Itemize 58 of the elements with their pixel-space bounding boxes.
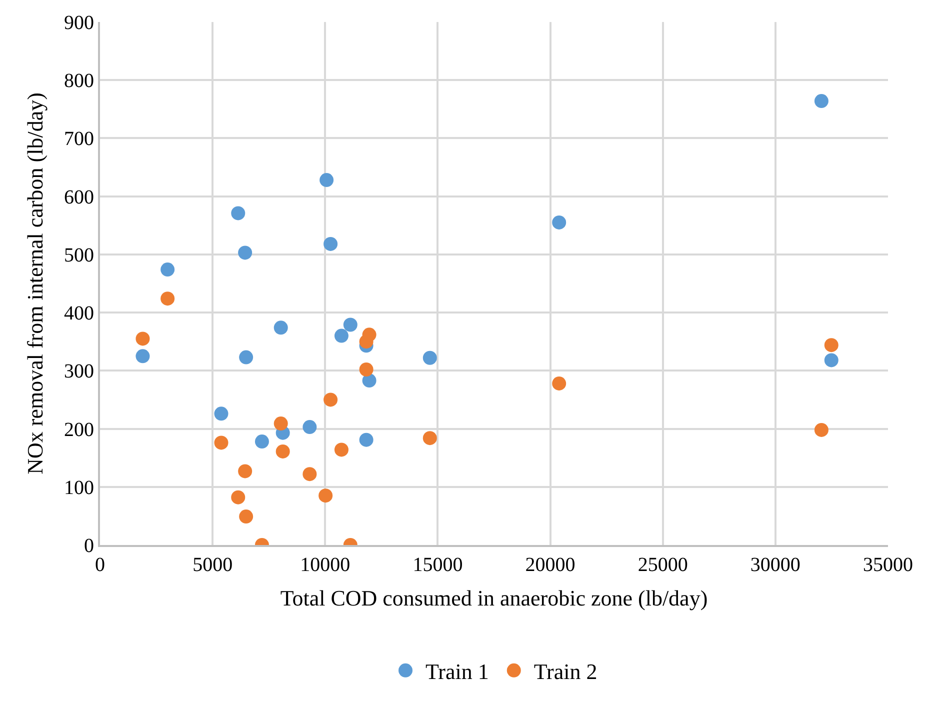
point — [254, 434, 269, 449]
y-tick-label: 0 — [84, 535, 94, 557]
point — [334, 442, 348, 457]
point — [302, 420, 317, 434]
y-tick-label: 700 — [64, 128, 94, 150]
point — [422, 350, 437, 365]
point — [824, 338, 838, 352]
legend-label: Train 2 — [534, 658, 598, 684]
x-tick-label: 15000 — [412, 554, 463, 576]
x-tick-label: 20000 — [525, 554, 576, 576]
point — [136, 349, 150, 364]
point — [552, 215, 566, 230]
point — [814, 94, 828, 108]
y-tick-label: 300 — [64, 360, 94, 383]
y-tick-label: 900 — [64, 12, 94, 34]
point — [302, 467, 317, 482]
point — [274, 320, 288, 335]
point — [136, 332, 150, 346]
point — [160, 292, 175, 306]
point — [214, 436, 228, 450]
point — [362, 374, 376, 388]
point — [359, 432, 374, 447]
point — [824, 353, 838, 368]
y-tick-label: 800 — [64, 70, 94, 92]
x-tick-label: 25000 — [638, 554, 688, 576]
point — [239, 510, 254, 524]
point — [160, 262, 175, 277]
y-tick-label: 400 — [64, 302, 94, 325]
y-tick-label: 100 — [64, 476, 94, 499]
point — [214, 406, 228, 421]
point — [422, 431, 437, 446]
y-tick-label: 200 — [64, 418, 94, 441]
y-axis-title: NOx removal from internal carbon (lb/day) — [22, 92, 48, 474]
point — [343, 318, 358, 332]
point — [324, 392, 338, 407]
point — [334, 328, 348, 343]
point — [274, 416, 288, 431]
y-tick-label: 600 — [64, 186, 94, 208]
point — [238, 246, 252, 260]
point — [238, 464, 252, 478]
y-tick-label: 500 — [64, 244, 94, 266]
point — [552, 376, 566, 390]
point — [814, 422, 828, 437]
point — [320, 173, 334, 188]
x-axis-title: Total COD consumed in anaerobic zone (lb/day) — [280, 585, 708, 610]
x-tick-label: 10000 — [300, 554, 350, 576]
legend-label: Train 1 — [426, 658, 489, 684]
point — [324, 236, 338, 251]
point — [276, 444, 290, 458]
point — [231, 206, 246, 220]
x-tick-label: 5000 — [192, 554, 233, 576]
point — [359, 362, 374, 376]
x-tick-label: 30000 — [750, 554, 800, 576]
point — [362, 328, 376, 342]
point — [239, 350, 254, 364]
x-tick-label: 35000 — [863, 554, 913, 576]
point — [318, 488, 333, 503]
point — [231, 490, 246, 504]
